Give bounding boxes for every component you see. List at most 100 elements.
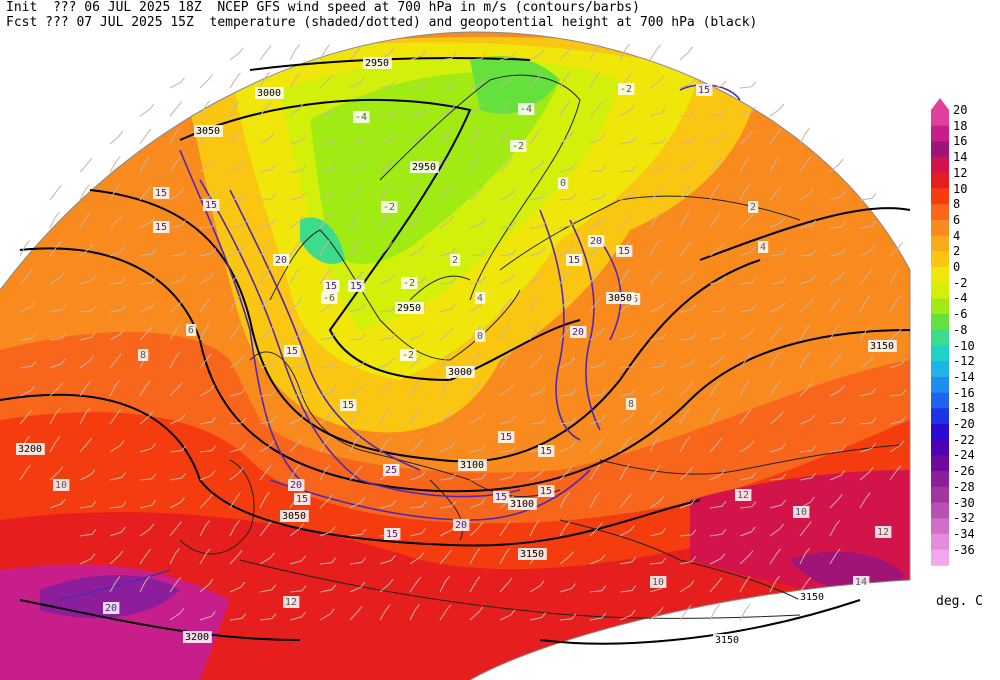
temperature-label-bg bbox=[400, 349, 417, 361]
wind-barb bbox=[679, 46, 694, 61]
wind-barb bbox=[499, 324, 510, 341]
wind-barb bbox=[289, 103, 304, 117]
wind-barb bbox=[649, 212, 661, 229]
wind-barb bbox=[799, 547, 810, 565]
wind-barb bbox=[739, 604, 751, 621]
wind-barb bbox=[439, 215, 455, 229]
wind-barb bbox=[709, 577, 723, 593]
wind-barb bbox=[349, 581, 366, 593]
wind-barb bbox=[709, 243, 724, 257]
wind-barb bbox=[109, 501, 127, 509]
wind-barb bbox=[589, 192, 607, 201]
wind-barb bbox=[139, 499, 157, 509]
temperature-label: -2 bbox=[512, 141, 524, 152]
colorbar-swatch bbox=[931, 392, 949, 409]
coastlines bbox=[179, 74, 901, 619]
height-label-bg bbox=[255, 87, 284, 99]
wind-barb bbox=[19, 332, 37, 341]
temperature-label-bg bbox=[475, 330, 486, 342]
wind-barb bbox=[829, 469, 846, 481]
wind-barb bbox=[409, 108, 427, 117]
wind-barb bbox=[349, 435, 360, 453]
wind-barb bbox=[349, 605, 363, 621]
wind-barb bbox=[529, 270, 544, 285]
wind-speed-label-bg bbox=[570, 326, 587, 338]
wind-speed-label: 20 bbox=[590, 236, 602, 247]
wind-barb bbox=[829, 384, 845, 397]
wind-barb bbox=[229, 355, 245, 369]
colorbar-tick-label: -14 bbox=[953, 369, 975, 384]
wind-barb bbox=[769, 411, 784, 425]
temperature-label-bg bbox=[186, 324, 197, 336]
wind-speed-label: 15 bbox=[155, 222, 167, 233]
wind-speed-label-bg bbox=[696, 84, 713, 96]
wind-barb bbox=[859, 220, 877, 229]
wind-barb bbox=[319, 106, 336, 117]
wind-barb bbox=[499, 415, 516, 425]
wind-barb bbox=[469, 473, 487, 481]
wind-barb bbox=[739, 156, 751, 173]
wind-barb bbox=[379, 109, 397, 117]
wind-barb bbox=[709, 108, 727, 117]
wind-barb bbox=[589, 44, 601, 61]
wind-barb bbox=[259, 552, 275, 565]
wind-barb bbox=[469, 381, 482, 397]
colorbar-tick-label: -32 bbox=[953, 511, 975, 526]
wind-barb bbox=[439, 80, 457, 89]
wind-barb bbox=[469, 522, 483, 537]
wind-barb bbox=[79, 184, 90, 201]
temperature-label: 6 bbox=[632, 294, 638, 305]
wind-barb bbox=[709, 305, 727, 313]
wind-barb bbox=[409, 354, 423, 369]
wind-barb bbox=[199, 323, 210, 341]
wind-barb bbox=[349, 383, 365, 397]
wind-barb bbox=[349, 359, 367, 369]
colorbar-tick-label: -10 bbox=[953, 338, 975, 353]
temperature-label: 4 bbox=[760, 242, 766, 253]
wind-barb bbox=[49, 304, 67, 313]
wind-barb bbox=[559, 441, 576, 453]
wind-barb bbox=[409, 183, 420, 201]
wind-barb bbox=[229, 100, 240, 117]
map-border bbox=[0, 31, 911, 680]
wind-barb bbox=[199, 158, 214, 173]
wind-barb bbox=[409, 244, 425, 257]
wind-barb bbox=[289, 523, 304, 537]
wind-barb bbox=[259, 584, 277, 593]
colorbar-swatch bbox=[931, 298, 949, 315]
wind-barb bbox=[289, 135, 306, 145]
wind-barb bbox=[79, 469, 96, 481]
wind-speed-label: 15 bbox=[540, 486, 552, 497]
wind-barb bbox=[589, 389, 607, 397]
wind-barb bbox=[169, 413, 186, 425]
colorbar-tick-label: -18 bbox=[953, 401, 975, 416]
temperature-label: -2 bbox=[383, 202, 395, 213]
wind-barb bbox=[109, 550, 124, 565]
temperature-label: 10 bbox=[795, 507, 807, 518]
wind-barb bbox=[349, 137, 367, 145]
height-label-bg bbox=[280, 510, 309, 522]
colorbar-tick-label: 2 bbox=[953, 244, 961, 259]
wind-barb bbox=[379, 499, 397, 509]
wind-barb bbox=[649, 333, 667, 341]
wind-barb bbox=[499, 51, 516, 61]
wind-barb bbox=[619, 165, 637, 173]
wind-barb bbox=[769, 548, 781, 565]
wind-barb bbox=[739, 214, 753, 229]
wind-barb bbox=[79, 157, 93, 173]
wind-barb bbox=[439, 184, 451, 201]
wind-barb bbox=[379, 554, 396, 565]
wind-speed-label: 15 bbox=[618, 246, 630, 257]
wind-barb bbox=[319, 164, 337, 173]
wind-barb bbox=[139, 155, 150, 173]
wind-barb bbox=[19, 464, 31, 481]
wind-barb bbox=[769, 155, 780, 173]
wind-barb bbox=[259, 132, 275, 145]
wind-barb bbox=[589, 585, 607, 593]
wind-barb bbox=[499, 297, 513, 313]
wind-barb bbox=[859, 245, 876, 257]
height-label: 3000 bbox=[448, 367, 472, 378]
wind-barb bbox=[259, 464, 272, 481]
height-label: 3150 bbox=[800, 592, 824, 603]
wind-barb bbox=[829, 416, 847, 425]
